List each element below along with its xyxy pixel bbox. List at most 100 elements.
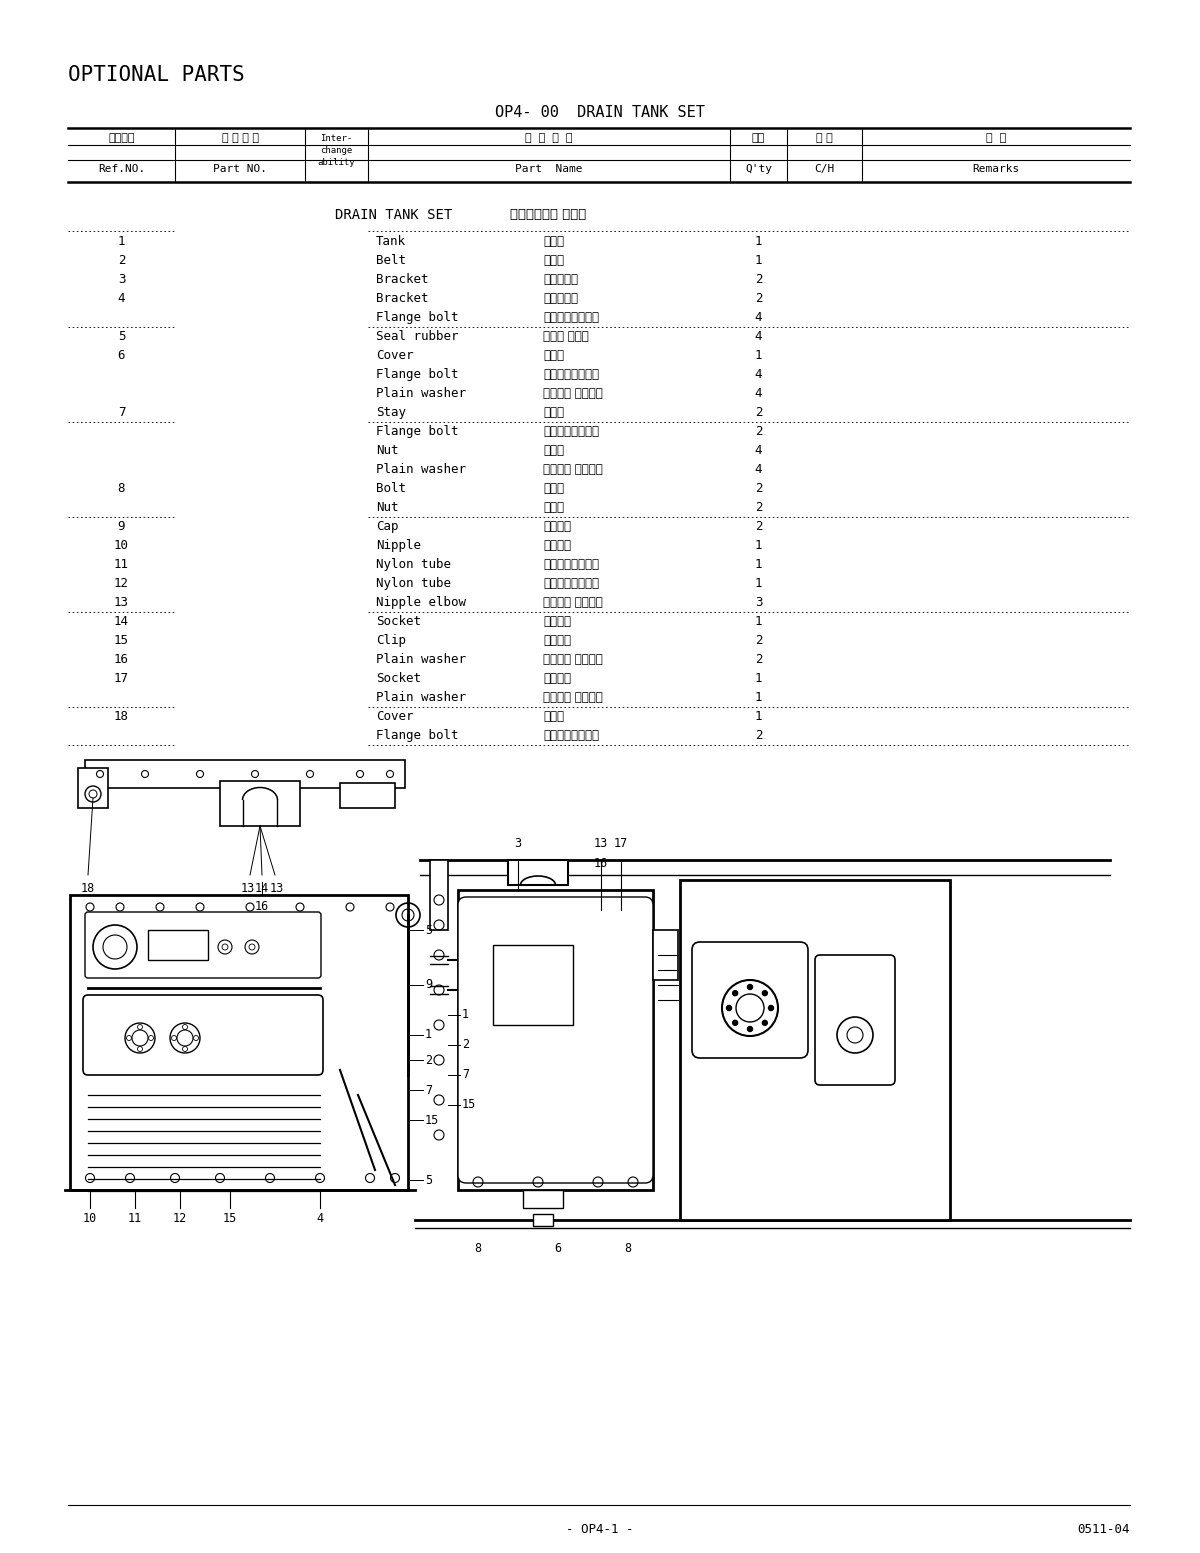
Text: 17: 17 — [114, 672, 130, 685]
Text: DRAIN TANK SET: DRAIN TANK SET — [335, 208, 452, 222]
Text: Flange bolt: Flange bolt — [376, 368, 458, 380]
Text: 9: 9 — [118, 520, 125, 533]
Text: 1: 1 — [425, 1028, 432, 1042]
Text: 2: 2 — [755, 405, 762, 419]
Text: ナイロンチューブ: ナイロンチューブ — [542, 578, 599, 590]
Text: 15: 15 — [462, 1098, 476, 1112]
Text: 2: 2 — [755, 273, 762, 286]
Bar — [508, 860, 568, 885]
Text: Inter-
change
ability: Inter- change ability — [318, 134, 355, 166]
Bar — [533, 1214, 553, 1225]
Text: Nut: Nut — [376, 444, 398, 457]
Bar — [653, 930, 678, 980]
Text: 15: 15 — [223, 1211, 238, 1225]
Text: 4: 4 — [755, 368, 762, 380]
Text: 2: 2 — [755, 292, 762, 304]
Text: Plain washer: Plain washer — [376, 691, 466, 704]
Text: 備  考: 備 考 — [986, 134, 1006, 143]
Text: フランジ付ボルト: フランジ付ボルト — [542, 311, 599, 325]
Text: 6: 6 — [554, 1242, 562, 1255]
Text: 4: 4 — [755, 463, 762, 477]
Text: 1: 1 — [462, 1008, 469, 1022]
Text: フランジ付ボルト: フランジ付ボルト — [542, 728, 599, 742]
Text: キャップ: キャップ — [542, 520, 571, 533]
Text: C/H: C/H — [815, 165, 835, 174]
Text: Q'ty: Q'ty — [745, 165, 772, 174]
Text: ナット: ナット — [542, 502, 564, 514]
Text: Part NO.: Part NO. — [214, 165, 266, 174]
Text: Remarks: Remarks — [972, 165, 1020, 174]
Text: プレーン ワッシャ: プレーン ワッシャ — [542, 691, 602, 704]
Text: 3: 3 — [515, 837, 522, 849]
Text: 6: 6 — [118, 349, 125, 362]
Text: 16: 16 — [594, 857, 608, 870]
FancyBboxPatch shape — [83, 995, 323, 1075]
Text: Bracket: Bracket — [376, 273, 428, 286]
Text: 2: 2 — [755, 728, 762, 742]
Text: Flange bolt: Flange bolt — [376, 728, 458, 742]
Text: 11: 11 — [128, 1211, 142, 1225]
Text: タンク: タンク — [542, 235, 564, 248]
Circle shape — [762, 991, 767, 995]
Text: Cover: Cover — [376, 349, 414, 362]
Text: Socket: Socket — [376, 672, 421, 685]
Text: 12: 12 — [114, 578, 130, 590]
Text: Clip: Clip — [376, 634, 406, 648]
Text: 10: 10 — [83, 1211, 97, 1225]
Bar — [85, 759, 406, 787]
Bar — [220, 781, 300, 826]
FancyBboxPatch shape — [815, 955, 895, 1086]
Text: 1: 1 — [755, 672, 762, 685]
Text: Belt: Belt — [376, 255, 406, 267]
Text: OPTIONAL PARTS: OPTIONAL PARTS — [68, 65, 245, 85]
Text: Nylon tube: Nylon tube — [376, 578, 451, 590]
Text: 1: 1 — [755, 615, 762, 627]
Text: ブラケット: ブラケット — [542, 292, 578, 304]
Text: カバー: カバー — [542, 349, 564, 362]
Text: 8: 8 — [624, 1242, 631, 1255]
Bar — [680, 881, 950, 1221]
Text: Part  Name: Part Name — [515, 165, 583, 174]
Bar — [458, 890, 653, 1190]
Text: 13: 13 — [114, 596, 130, 609]
Text: ブラケット: ブラケット — [542, 273, 578, 286]
Text: 7: 7 — [425, 1084, 432, 1096]
Text: 2: 2 — [755, 426, 762, 438]
Text: Flange bolt: Flange bolt — [376, 311, 458, 325]
Text: 部  品  名  称: 部 品 名 称 — [526, 134, 572, 143]
Text: 13: 13 — [594, 837, 608, 849]
Text: 3: 3 — [755, 596, 762, 609]
Text: Flange bolt: Flange bolt — [376, 426, 458, 438]
Text: 1: 1 — [755, 349, 762, 362]
Text: 2: 2 — [462, 1039, 469, 1051]
Text: 16: 16 — [254, 901, 269, 913]
Circle shape — [733, 1020, 738, 1025]
Text: 1: 1 — [755, 578, 762, 590]
Bar — [523, 1190, 563, 1208]
Text: ニップル: ニップル — [542, 539, 571, 551]
Text: 1: 1 — [755, 235, 762, 248]
Text: ステイ: ステイ — [542, 405, 564, 419]
Text: ボルト: ボルト — [542, 481, 564, 495]
Text: Seal rubber: Seal rubber — [376, 329, 458, 343]
Text: 数量: 数量 — [752, 134, 766, 143]
Text: フランジ付ボルト: フランジ付ボルト — [542, 426, 599, 438]
Circle shape — [768, 1005, 774, 1011]
Bar — [148, 930, 208, 960]
Text: ナット: ナット — [542, 444, 564, 457]
Text: 17: 17 — [614, 837, 628, 849]
Text: OP4- 00  DRAIN TANK SET: OP4- 00 DRAIN TANK SET — [496, 106, 704, 120]
Text: Bolt: Bolt — [376, 481, 406, 495]
Text: 1: 1 — [755, 539, 762, 551]
Text: 変 更: 変 更 — [816, 134, 833, 143]
Text: Bracket: Bracket — [376, 292, 428, 304]
Text: シール ラバー: シール ラバー — [542, 329, 589, 343]
Text: 1: 1 — [755, 558, 762, 572]
Text: 10: 10 — [114, 539, 130, 551]
Text: プレーン ワッシャ: プレーン ワッシャ — [542, 652, 602, 666]
Text: 15: 15 — [425, 1114, 439, 1126]
Bar — [340, 783, 395, 808]
FancyBboxPatch shape — [85, 912, 322, 978]
Text: カバー: カバー — [542, 710, 564, 724]
Text: Cover: Cover — [376, 710, 414, 724]
